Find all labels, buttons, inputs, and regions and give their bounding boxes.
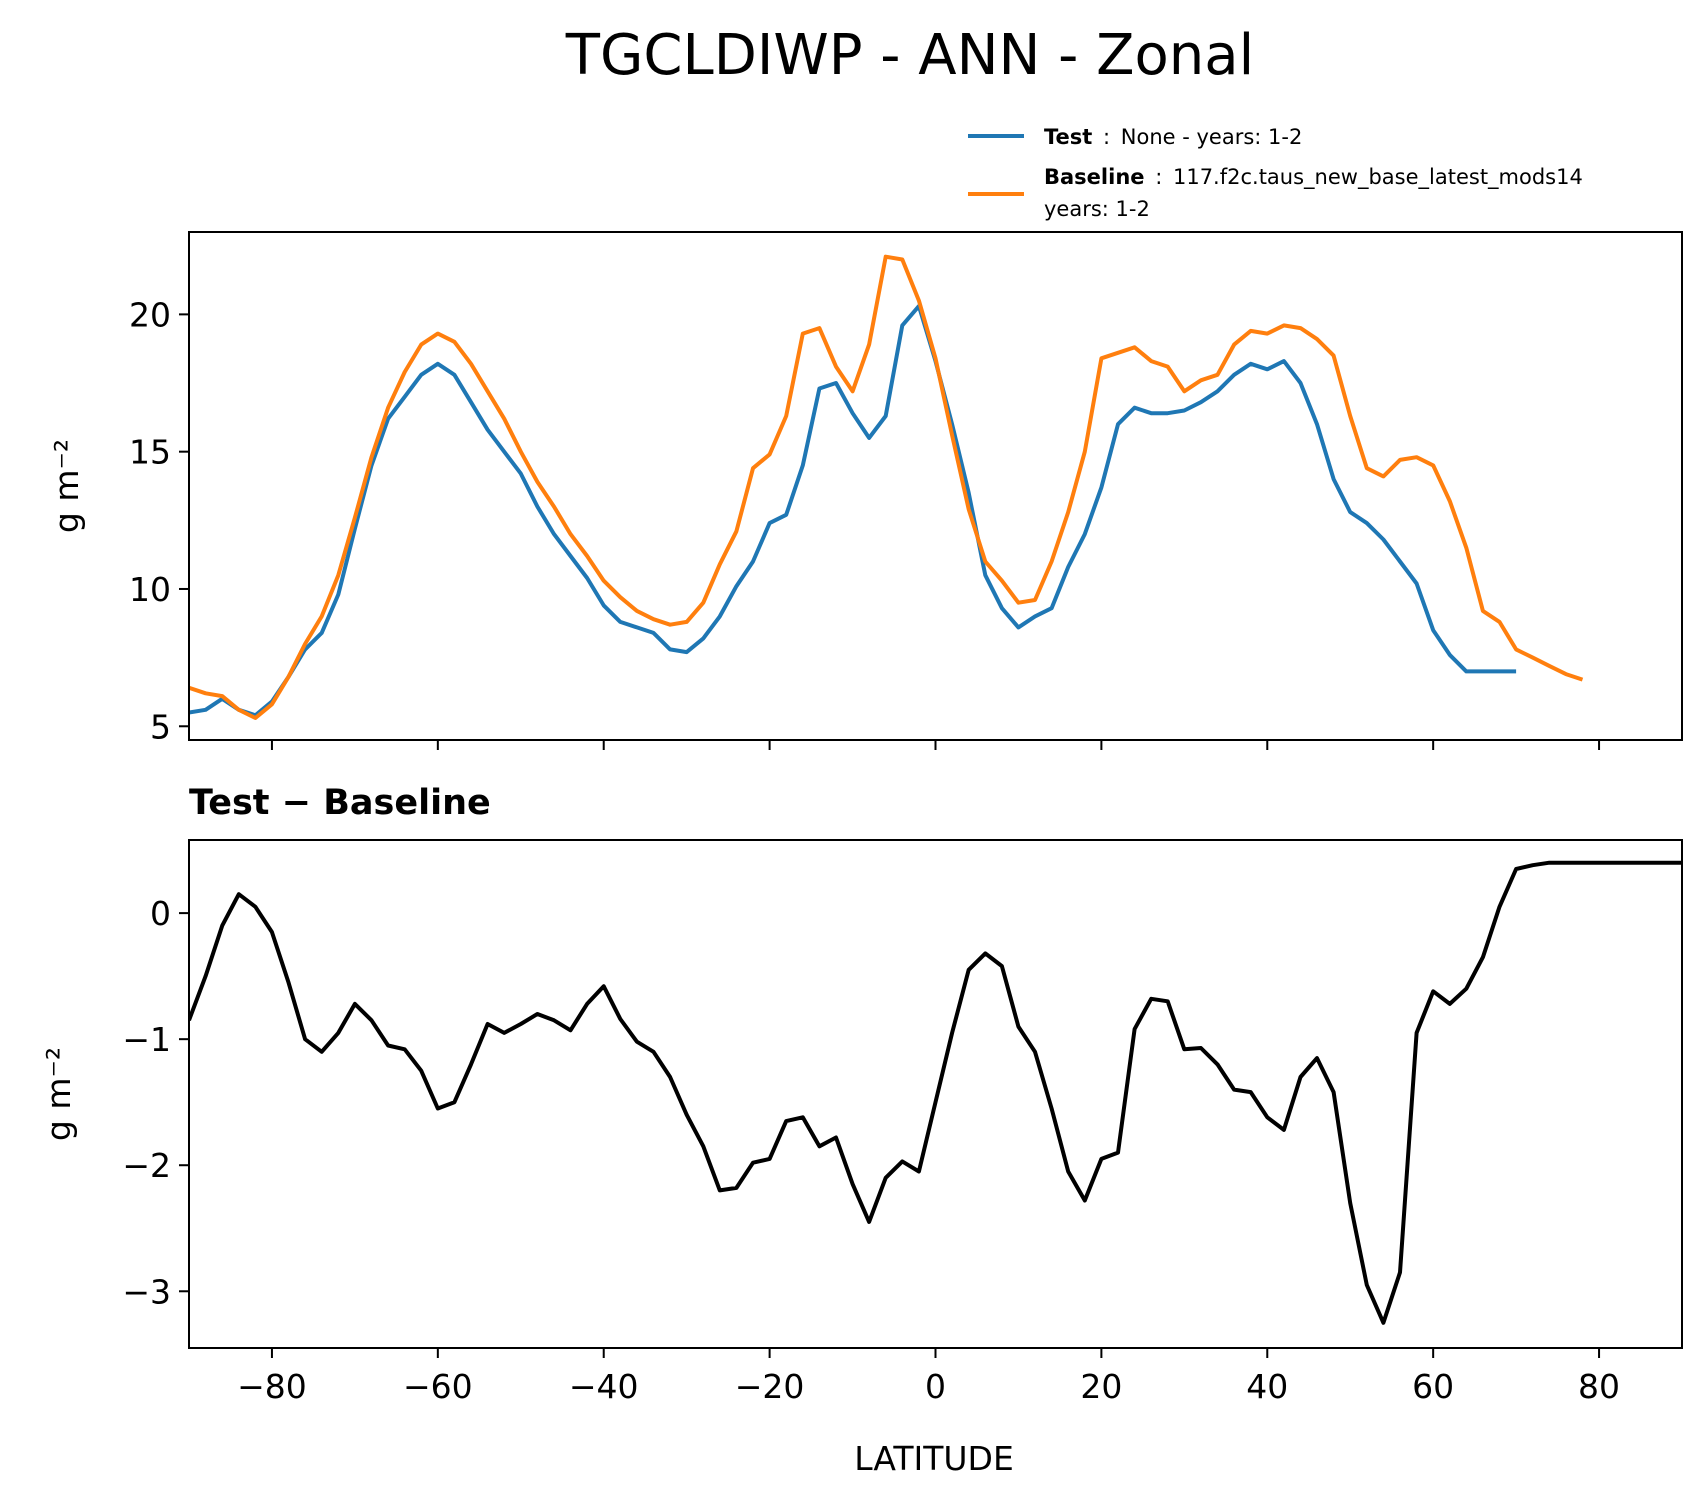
legend-test-name: Test: [1044, 125, 1092, 149]
x-tick-label: 40: [1246, 1367, 1288, 1406]
chart-title: TGCLDIWP - ANN - Zonal: [565, 23, 1254, 88]
x-tick-label: −80: [237, 1367, 307, 1406]
x-tick-label: 0: [925, 1367, 946, 1406]
y-tick-label: 10: [129, 570, 171, 609]
y-tick-label: −1: [122, 1020, 171, 1059]
x-tick-label: −40: [569, 1367, 639, 1406]
series-group: [189, 254, 1584, 720]
legend-baseline-name: Baseline: [1044, 165, 1145, 189]
diff-panel: 0 −1 −2 −3 −80 −60 −40 −20 0 20 40 60 80 g m⁻²: [39, 839, 1683, 1406]
legend-test-desc: None - years: 1-2: [1121, 125, 1303, 149]
series-line-test: [189, 304, 1517, 718]
x-axis-label: LATITUDE: [854, 1439, 1014, 1478]
y-tick-label: 20: [129, 295, 171, 334]
x-tick-label: 20: [1080, 1367, 1122, 1406]
y-axis-label: g m⁻²: [39, 1047, 78, 1141]
y-tick-label: 5: [150, 707, 171, 746]
legend-test-colon: :: [1103, 125, 1110, 149]
svg-text:Baseline : 117.f2c: Baseline : 117.f2c.taus_new_base_latest_…: [1044, 165, 1583, 190]
series-line-test-baseline: [189, 860, 1682, 1325]
x-tick-label: 60: [1412, 1367, 1454, 1406]
x-tick-label: 80: [1578, 1367, 1620, 1406]
top-panel: 5 10 15 20 g m⁻²: [47, 231, 1683, 750]
bottom-subtitle: Test − Baseline: [189, 783, 491, 823]
series-group: [189, 860, 1682, 1325]
svg-text:Test : None - year: Test : None - years: 1-2: [1044, 125, 1302, 149]
y-tick-label: −2: [122, 1146, 171, 1185]
y-axis-label: g m⁻²: [47, 439, 86, 533]
x-tick-label: −20: [735, 1367, 805, 1406]
y-tick-label: −3: [122, 1272, 171, 1311]
legend-baseline-desc2: years: 1-2: [1044, 197, 1150, 221]
legend-baseline-desc: 117.f2c.taus_new_base_latest_mods14: [1173, 165, 1583, 190]
legend-baseline-colon: :: [1155, 165, 1162, 189]
x-tick-label: −60: [403, 1367, 473, 1406]
y-tick-label: 0: [150, 894, 171, 933]
y-tick-label: 15: [129, 433, 171, 472]
legend: Test : None - years: 1-2 Baseline : 117.…: [968, 125, 1583, 221]
series-line-baseline: [189, 254, 1584, 720]
